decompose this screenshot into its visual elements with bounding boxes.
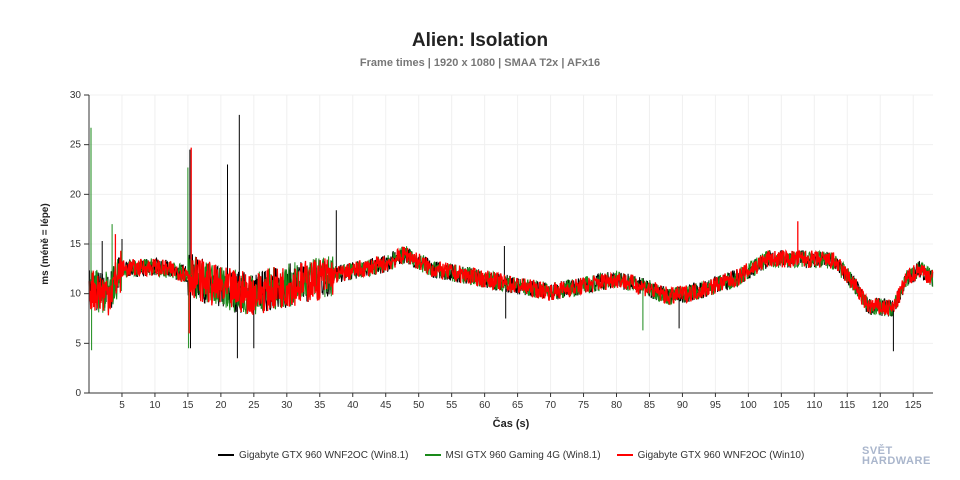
x-tick-label: 45 [380,400,392,411]
legend-item-2[interactable]: Gigabyte GTX 960 WNF2OC (Win10) [616,450,805,461]
x-tick-label: 70 [545,400,557,411]
x-tick-label: 25 [248,400,260,411]
series-line-2 [88,147,934,334]
x-tick-label: 100 [740,400,757,411]
legend-label: MSI GTX 960 Gaming 4G (Win8.1) [445,450,601,461]
x-tick-label: 20 [215,400,227,411]
legend: Gigabyte GTX 960 WNF2OC (Win8.1) MSI GTX… [218,450,804,461]
x-tick-label: 80 [611,400,623,411]
chart-title: Alien: Isolation [411,30,549,51]
y-tick-label: 15 [70,239,82,250]
x-tick-label: 85 [644,400,656,411]
y-tick-label: 25 [70,140,82,151]
x-tick-label: 90 [677,400,689,411]
x-tick-label: 110 [806,400,822,411]
svet-hardware-logo: SVĚT HARDWARE [862,445,931,467]
x-tick-label: 105 [773,400,790,411]
x-tick-label: 75 [578,400,590,411]
x-tick-label: 10 [149,400,161,411]
legend-label: Gigabyte GTX 960 WNF2OC (Win10) [637,450,805,461]
x-tick-label: 30 [281,400,293,411]
series-line-1 [88,127,934,351]
chart-subtitle: Frame times | 1920 x 1080 | SMAA T2x | A… [359,57,601,69]
x-tick-label: 55 [446,400,458,411]
legend-item-1[interactable]: MSI GTX 960 Gaming 4G (Win8.1) [424,450,601,461]
y-tick-label: 20 [70,189,82,200]
x-tick-label: 60 [479,400,491,411]
x-tick-label: 35 [314,400,326,411]
y-tick-label: 0 [75,388,81,399]
legend-label: Gigabyte GTX 960 WNF2OC (Win8.1) [239,450,409,461]
y-axis-label: ms (méně = lépe) [40,203,51,284]
legend-item-0[interactable]: Gigabyte GTX 960 WNF2OC (Win8.1) [218,450,409,461]
y-tick-label: 30 [70,90,82,101]
x-tick-label: 65 [512,400,524,411]
x-tick-label: 120 [872,400,889,411]
x-tick-label: 50 [413,400,425,411]
x-axis-label: Čas (s) [493,417,530,430]
x-tick-label: 125 [905,400,922,411]
x-tick-label: 115 [839,400,855,411]
x-tick-label: 40 [347,400,359,411]
x-tick-label: 5 [119,400,125,411]
x-tick-label: 95 [710,400,722,411]
y-tick-label: 5 [75,338,81,349]
x-tick-label: 15 [182,400,194,411]
y-tick-label: 10 [70,289,82,300]
series-line-0 [88,114,934,359]
